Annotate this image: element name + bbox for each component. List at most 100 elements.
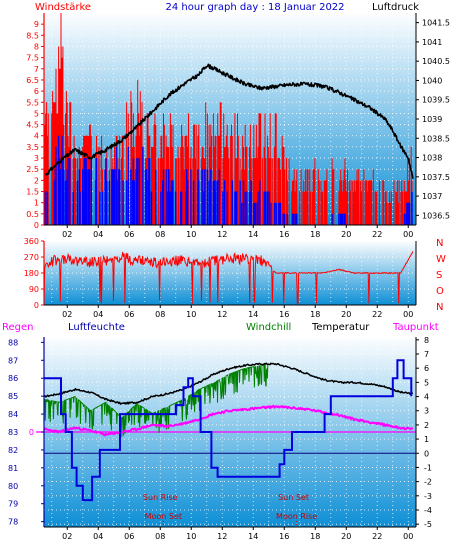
y-right-tick-label: 6 (424, 364, 429, 373)
wind-mean-bars (44, 135, 413, 225)
y-left-tick-label: 90 (29, 285, 39, 294)
legend-entry: Windchill (246, 322, 291, 333)
y-left-tick-label: 0 (34, 221, 39, 230)
compass-label: N (436, 238, 443, 249)
x-tick-label: 14 (248, 230, 258, 239)
x-tick-label: 18 (310, 310, 320, 319)
x-tick-label: 18 (310, 532, 320, 541)
y-right-tick-label: 1038 (422, 154, 442, 163)
y-left-tick-label: 81 (8, 464, 18, 473)
y-left-tick-label: 270 (24, 253, 39, 262)
compass-label: S (436, 270, 442, 281)
y-left-tick-label: 5 (34, 109, 39, 118)
y-right-tick-label: 1036.5 (422, 211, 450, 220)
x-tick-label: 06 (124, 230, 134, 239)
y-left-tick-label: 83 (8, 428, 18, 437)
x-tick-label: 06 (124, 532, 134, 541)
x-tick-label: 12 (217, 310, 227, 319)
y-left-tick-label: 180 (24, 269, 39, 278)
y-left-tick-label: 4.5 (26, 121, 39, 130)
x-tick-label: 12 (217, 532, 227, 541)
x-tick-label: 14 (248, 310, 258, 319)
y-left-tick-label: 87 (8, 356, 18, 365)
x-tick-label: 08 (155, 532, 165, 541)
x-tick-label: 12 (217, 230, 227, 239)
y-right-tick-label: -2 (424, 478, 432, 487)
y-left-tick-label: 78 (8, 518, 18, 527)
x-tick-label: 08 (155, 230, 165, 239)
y-right-tick-label: 1040.5 (422, 57, 450, 66)
dewpoint-line (43, 404, 414, 437)
y-left-tick-label: 2 (34, 176, 39, 185)
x-tick-label: 00 (403, 230, 413, 239)
x-tick-label: 20 (341, 532, 351, 541)
y-left-tick-label: 0 (34, 301, 39, 310)
x-tick-label: 22 (372, 230, 382, 239)
x-tick-label: 02 (62, 532, 72, 541)
compass-label: W (436, 254, 446, 265)
astro-annotation: Sun Rise (143, 493, 178, 502)
pressure-line (44, 63, 414, 179)
x-tick-label: 10 (186, 532, 196, 541)
y-left-tick-label: 8.5 (26, 31, 39, 40)
x-tick-label: 22 (372, 532, 382, 541)
x-tick-label: 08 (155, 310, 165, 319)
y-left-tick-label: 7.5 (26, 54, 39, 63)
y-right-tick-label: 1037 (422, 192, 442, 201)
y-left-tick-label: 6 (34, 87, 39, 96)
y-left-tick-label: 360 (24, 237, 39, 246)
x-tick-label: 06 (124, 310, 134, 319)
y-right-tick-label: 8 (424, 336, 429, 345)
y-left-tick-label: 79 (8, 500, 18, 509)
y-right-tick-label: 7 (424, 350, 429, 359)
right-axis-label: Luftdruck (372, 2, 419, 13)
y-right-tick-label: 4 (424, 393, 429, 402)
x-tick-label: 02 (62, 310, 72, 319)
wind-direction-line (43, 251, 414, 304)
y-left-tick-label: 86 (8, 374, 18, 383)
astro-annotation: Sun Set (278, 493, 309, 502)
y-right-tick-label: -3 (424, 492, 432, 501)
x-tick-label: 22 (372, 310, 382, 319)
x-tick-label: 10 (186, 230, 196, 239)
temperature-line (43, 362, 413, 405)
y-left-tick-label: 7 (34, 65, 39, 74)
x-tick-label: 18 (310, 230, 320, 239)
temperature-humidity-panel: Regen Luftfeuchte Windchill Temperatur Taupu… (2, 322, 439, 541)
y-right-tick-label: -4 (424, 506, 432, 515)
y-left-tick-label: 1.5 (26, 188, 39, 197)
chart-title: 24 hour graph day : 18 Januar 2022 (165, 2, 344, 13)
x-tick-label: 14 (248, 532, 258, 541)
x-tick-label: 00 (403, 310, 413, 319)
x-tick-label: 04 (93, 230, 103, 239)
y-left-tick-label: 3.5 (26, 143, 39, 152)
left-axis-label: Windstärke (35, 2, 91, 13)
y-left-tick-label: 4 (34, 132, 39, 141)
legend-entry: Luftfeuchte (68, 322, 125, 333)
y-right-tick-label: 1039 (422, 115, 442, 124)
y-right-tick-label: 3 (424, 407, 429, 416)
x-tick-label: 16 (279, 532, 289, 541)
y-left-tick-label: 82 (8, 446, 18, 455)
compass-label: N (436, 302, 443, 313)
y-left-tick-label: 6.5 (26, 76, 39, 85)
legend-entry: Taupunkt (392, 322, 439, 333)
y-right-tick-label: 2 (424, 421, 429, 430)
y-right-tick-label: 1039.5 (422, 96, 450, 105)
y-left-tick-label: 84 (8, 410, 18, 419)
x-tick-label: 04 (93, 532, 103, 541)
legend-entry: Temperatur (311, 322, 370, 333)
y-right-tick-label: 0 (424, 449, 429, 458)
y-left-tick-label: 9 (34, 20, 39, 29)
x-tick-label: 00 (403, 532, 413, 541)
wind-pressure-panel: Windstärke 24 hour graph day : 18 Januar… (26, 2, 450, 239)
y-left-tick-label: 5.5 (26, 98, 39, 107)
y-left-tick-label: 0.5 (26, 210, 39, 219)
y-left-tick-label: 2.5 (26, 165, 39, 174)
y-right-tick-label: 1041 (422, 38, 442, 47)
x-tick-label: 20 (341, 310, 351, 319)
y-right-tick-label: -5 (424, 520, 432, 529)
x-tick-label: 04 (93, 310, 103, 319)
